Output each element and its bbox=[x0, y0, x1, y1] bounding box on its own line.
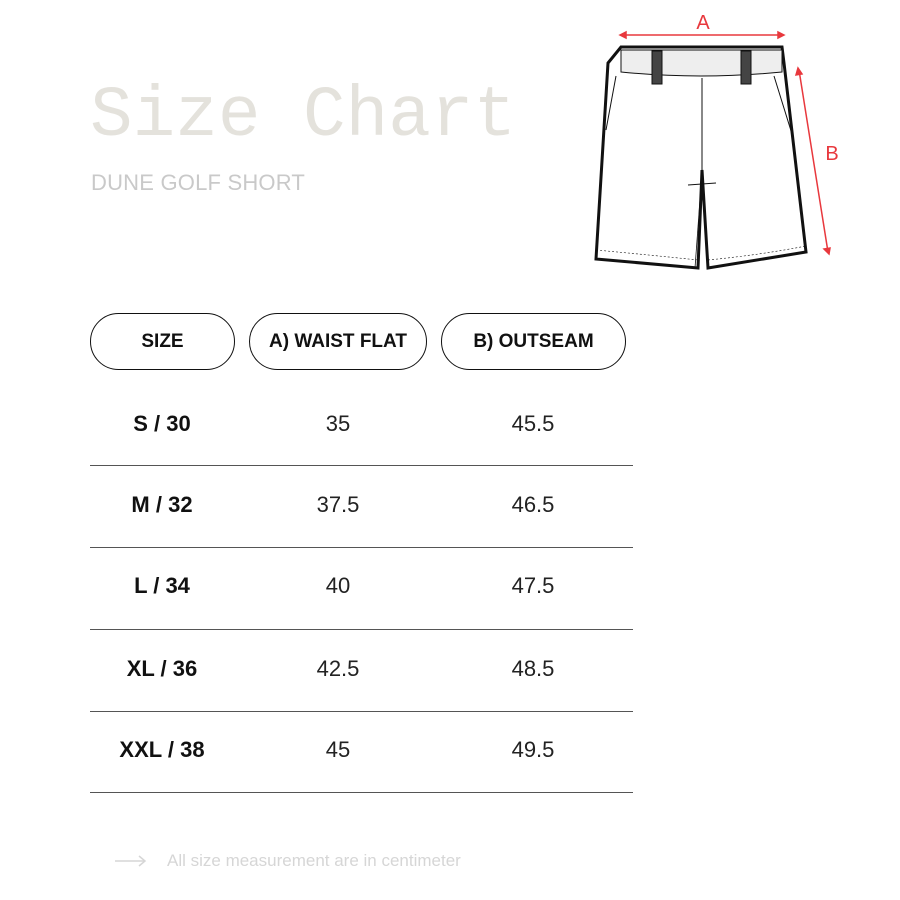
row-divider bbox=[90, 711, 633, 712]
waist-cell: 45 bbox=[325, 737, 351, 762]
size-cell: XL / 36 bbox=[126, 656, 198, 681]
outseam-cell: 47.5 bbox=[511, 573, 555, 598]
row-divider bbox=[90, 547, 633, 548]
outseam-cell: 46.5 bbox=[511, 492, 555, 517]
column-header-outseam: B) OUTSEAM bbox=[441, 313, 626, 370]
outseam-cell: 48.5 bbox=[511, 656, 555, 681]
product-name: DUNE GOLF SHORT bbox=[91, 170, 306, 195]
measurement-a-arrow bbox=[618, 30, 786, 40]
measurement-b-arrow bbox=[794, 66, 831, 256]
label-b: B bbox=[825, 143, 838, 165]
size-cell: M / 32 bbox=[131, 492, 193, 517]
waist-cell: 42.5 bbox=[316, 656, 360, 681]
measurement-note: All size measurement are in centimeter bbox=[167, 851, 461, 870]
column-header-waist: A) WAIST FLAT bbox=[249, 313, 427, 370]
shorts-diagram: A B bbox=[594, 12, 839, 270]
arrow-right-icon bbox=[115, 855, 147, 867]
size-cell: L / 34 bbox=[134, 573, 190, 598]
row-divider bbox=[90, 629, 633, 630]
outseam-cell: 49.5 bbox=[511, 737, 555, 762]
shorts-illustration bbox=[594, 45, 808, 270]
size-cell: S / 30 bbox=[133, 411, 191, 436]
size-cell: XXL / 38 bbox=[119, 737, 205, 762]
label-a: A bbox=[696, 12, 710, 34]
waist-cell: 35 bbox=[325, 411, 351, 436]
page-title: Size Chart bbox=[90, 77, 517, 157]
outseam-cell: 45.5 bbox=[511, 411, 555, 436]
column-header-size: SIZE bbox=[90, 313, 235, 370]
waist-cell: 40 bbox=[325, 573, 351, 598]
row-divider bbox=[90, 792, 633, 793]
row-divider bbox=[90, 465, 633, 466]
waist-cell: 37.5 bbox=[316, 492, 360, 517]
